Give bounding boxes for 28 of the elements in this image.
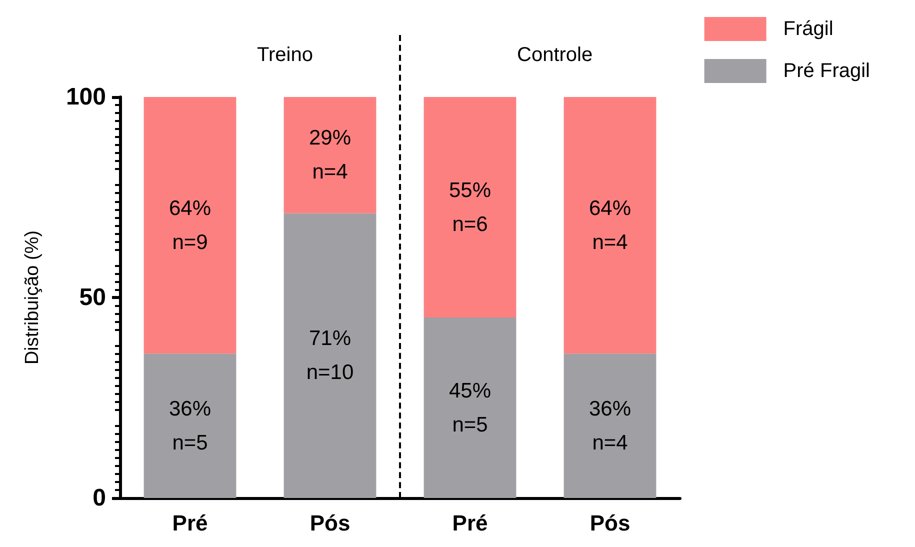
legend-label: Frágil <box>783 18 834 40</box>
data-label: 55% n=6 <box>448 178 492 236</box>
y-tick-label: 0 <box>92 484 106 512</box>
bar <box>424 318 516 498</box>
bar <box>284 97 376 214</box>
data-label: 36% n=5 <box>168 397 212 454</box>
data-label: 29% n=4 <box>308 126 352 184</box>
data-label: 64% n=9 <box>168 196 212 254</box>
y-tick-label: 50 <box>79 284 106 311</box>
legend-label: Pré Fragil <box>783 60 870 82</box>
x-tick-label: Pré <box>172 510 208 536</box>
y-tick-label: 100 <box>66 84 106 110</box>
bar <box>564 97 656 354</box>
text: Treino <box>257 44 313 66</box>
y-axis-title: Distribuição (%) <box>22 230 43 365</box>
data-label: 71% n=10 <box>306 327 354 384</box>
bar <box>284 213 376 498</box>
bar <box>144 97 236 354</box>
data-label: 45% n=5 <box>448 379 492 436</box>
bar <box>144 354 236 498</box>
data-label: 64% n=4 <box>588 196 632 254</box>
x-tick-label: Pós <box>590 510 630 536</box>
data-label: 36% n=4 <box>588 397 632 454</box>
text: Controle <box>517 44 593 66</box>
x-tick-label: Pós <box>310 510 350 536</box>
bar <box>424 97 516 318</box>
bar <box>564 354 656 498</box>
x-tick-label: Pré <box>452 510 488 536</box>
